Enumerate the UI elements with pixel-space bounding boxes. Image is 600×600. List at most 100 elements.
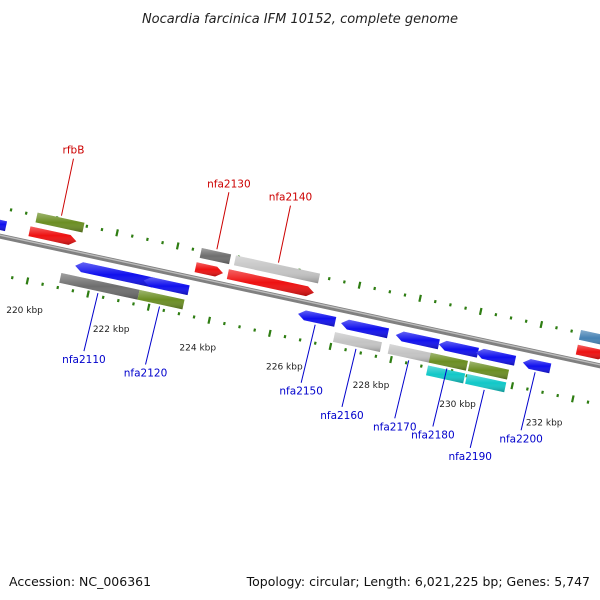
gene-feature — [194, 262, 223, 277]
minor-tick — [388, 290, 392, 294]
gene-feature — [0, 219, 8, 232]
gene-label: nfa2120 — [124, 367, 168, 379]
gene-feature — [137, 289, 185, 310]
minor-tick — [101, 295, 105, 300]
scale-label: 232 kbp — [526, 419, 563, 429]
minor-tick — [433, 299, 437, 304]
major-tick — [539, 320, 544, 329]
minor-tick — [116, 298, 120, 303]
gene-feature — [522, 359, 552, 374]
gene-feature — [28, 226, 77, 245]
minor-tick — [24, 211, 28, 215]
gene-feature — [428, 352, 468, 371]
gene-feature — [575, 344, 600, 360]
gene-label: nfa2160 — [320, 410, 364, 422]
minor-tick — [130, 234, 134, 238]
minor-tick — [525, 387, 529, 391]
gene-feature — [475, 348, 517, 366]
major-tick — [25, 277, 30, 285]
minor-tick — [71, 289, 75, 293]
minor-tick — [100, 227, 104, 232]
gene-labels: rfbB nfa2110 nfa2120 nfa2130 nfa2140 nfa2150 n… — [60, 145, 543, 463]
major-tick — [146, 303, 151, 311]
gene-feature — [143, 277, 190, 296]
major-tick — [389, 355, 393, 364]
accession-text: Accession: NC_006361 — [9, 574, 151, 589]
minor-tick — [146, 237, 149, 242]
major-tick — [478, 307, 483, 316]
genome-summary-text: Topology: circular; Length: 6,021,225 bp… — [246, 574, 590, 589]
minor-tick — [313, 341, 317, 345]
scale-label: 224 kbp — [179, 344, 216, 354]
gene-feature — [226, 269, 314, 297]
major-tick — [571, 395, 575, 403]
gene-feature — [465, 373, 507, 393]
gene-feature — [298, 310, 337, 327]
minor-tick — [509, 316, 513, 320]
minor-tick — [586, 400, 590, 404]
minor-tick — [85, 224, 89, 228]
gene-feature — [332, 332, 382, 353]
minor-tick — [374, 354, 378, 358]
minor-tick — [419, 364, 423, 368]
scale-label: 228 kbp — [353, 381, 390, 391]
minor-tick — [191, 247, 195, 251]
scale-label: 220 kbp — [6, 306, 43, 316]
major-tick — [175, 242, 180, 250]
minor-tick — [359, 351, 363, 355]
minor-tick — [342, 280, 346, 284]
scale-label: 226 kbp — [266, 362, 303, 372]
gene-label: nfa2170 — [373, 421, 417, 433]
gene-label: nfa2200 — [499, 433, 543, 445]
gene-feature — [387, 343, 433, 364]
minor-tick — [56, 285, 60, 290]
gene-label: nfa2110 — [62, 354, 106, 366]
scale-label: 230 kbp — [439, 400, 476, 410]
minor-tick — [464, 306, 467, 310]
gene-label: nfa2190 — [448, 451, 492, 463]
minor-tick — [556, 393, 560, 398]
major-tick — [357, 281, 362, 289]
minor-tick — [132, 302, 135, 306]
minor-tick — [222, 321, 226, 326]
scale-label: 222 kbp — [93, 325, 130, 335]
minor-tick — [344, 348, 347, 352]
gene-track — [0, 212, 600, 393]
minor-tick — [403, 293, 407, 297]
major-tick — [418, 294, 422, 302]
minor-tick — [570, 329, 574, 333]
tick-rows — [9, 208, 590, 404]
minor-tick — [404, 361, 408, 365]
minor-tick — [298, 338, 302, 342]
minor-tick — [524, 319, 528, 323]
gene-feature — [59, 272, 140, 300]
gene-feature — [438, 340, 479, 358]
minor-tick — [238, 325, 241, 329]
scale-labels: 220 kbp 222 kbp 224 kbp 226 kbp 228 kbp 230 k… — [6, 306, 563, 428]
minor-tick — [541, 390, 544, 394]
minor-tick — [161, 240, 164, 245]
minor-tick — [9, 208, 13, 212]
gene-feature — [199, 248, 232, 265]
gene-feature — [341, 319, 390, 339]
minor-tick — [327, 276, 331, 281]
gene-feature — [395, 331, 440, 350]
minor-tick — [162, 308, 166, 313]
gene-label: rfbB — [63, 145, 85, 157]
backbone — [0, 233, 600, 369]
minor-tick — [253, 328, 257, 332]
major-tick — [510, 382, 515, 390]
minor-tick — [373, 286, 377, 291]
minor-tick — [494, 312, 498, 317]
gene-label: nfa2130 — [207, 178, 251, 190]
major-tick — [115, 229, 119, 237]
gene-label: nfa2150 — [279, 386, 323, 398]
minor-tick — [283, 334, 287, 339]
major-tick — [328, 342, 333, 351]
minor-tick — [192, 315, 196, 319]
major-tick — [86, 290, 90, 298]
gene-feature — [233, 255, 321, 284]
map-title: Nocardia farcinica IFM 10152, complete g… — [142, 12, 458, 27]
minor-tick — [10, 275, 14, 280]
